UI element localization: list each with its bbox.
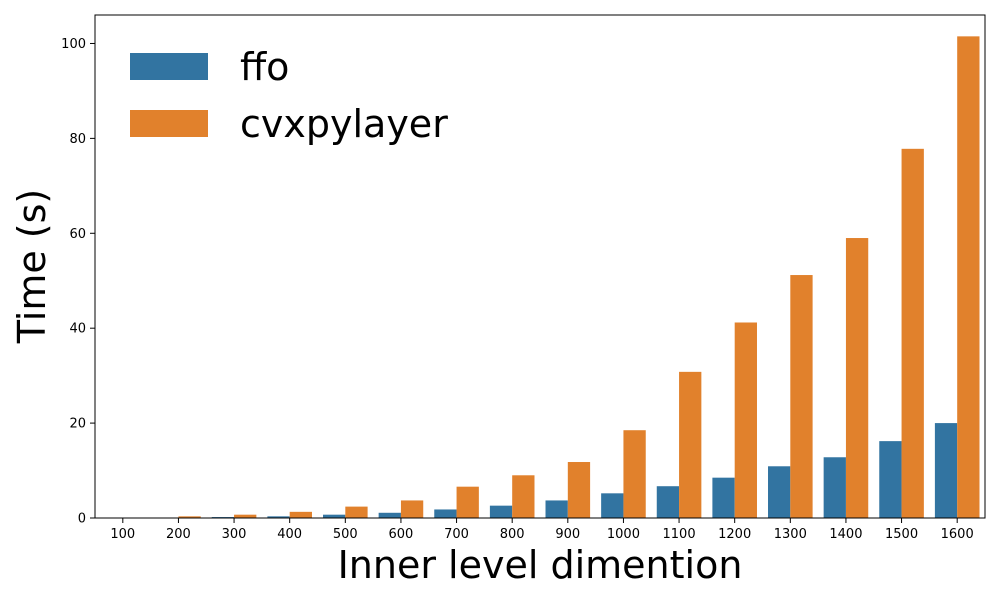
- bar-ffo-900: [545, 500, 568, 518]
- legend-label-ffo: ffo: [240, 45, 289, 89]
- x-axis-ticks: 100 200 300 400 500 600 700 800 900 1000 1100 1200 1…: [110, 518, 974, 542]
- bar-cvxpylayer-600: [400, 500, 424, 518]
- bar-cvxpylayer-700: [456, 486, 479, 518]
- legend-swatch-ffo: [130, 53, 208, 80]
- bar-cvxpylayer-800: [512, 475, 535, 518]
- bar-ffo-1600: [934, 423, 958, 518]
- x-tick-label-1100: 1100: [663, 527, 696, 542]
- bar-cvxpylayer-200: [178, 516, 201, 518]
- bar-cvxpylayer-900: [567, 462, 591, 518]
- bar-cvxpylayer-1400: [845, 238, 869, 518]
- bar-cvxpylayer-500: [345, 506, 368, 518]
- y-tick-label-20: 20: [69, 417, 86, 432]
- x-tick-label-100: 100: [110, 527, 135, 542]
- x-tick-label-1200: 1200: [718, 527, 751, 542]
- plot-frame: [94, 14, 986, 519]
- y-tick-label-40: 40: [69, 322, 86, 337]
- legend-swatch-cvxpylayer: [130, 110, 208, 137]
- y-axis-title: Time (s): [10, 189, 54, 345]
- y-tick-label-100: 100: [61, 37, 86, 52]
- bar-cvxpylayer-300: [234, 514, 257, 518]
- x-tick-label-900: 900: [555, 527, 580, 542]
- x-tick-label-1600: 1600: [941, 527, 974, 542]
- x-tick-label-1300: 1300: [774, 527, 807, 542]
- x-tick-label-200: 200: [166, 527, 191, 542]
- bar-ffo-500: [323, 514, 346, 518]
- legend: ffo cvxpylayer: [130, 45, 448, 146]
- bar-cvxpylayer-1200: [734, 322, 757, 518]
- bar-cvxpylayer-1500: [901, 148, 924, 518]
- bar-ffo-1200: [712, 477, 735, 518]
- bar-ffo-1400: [823, 457, 846, 518]
- x-axis-title: Inner level dimention: [338, 543, 743, 587]
- y-tick-label-0: 0: [78, 512, 86, 527]
- y-axis-ticks: 0 20 40 60 80 100: [61, 37, 95, 527]
- bar-ffo-1500: [879, 441, 902, 518]
- x-tick-label-600: 600: [389, 527, 414, 542]
- x-tick-label-700: 700: [444, 527, 469, 542]
- x-tick-label-1400: 1400: [829, 527, 862, 542]
- bar-cvxpylayer-400: [289, 511, 312, 518]
- bar-ffo-700: [434, 509, 457, 518]
- bar-ffo-1100: [656, 486, 680, 518]
- bar-ffo-400: [267, 516, 290, 518]
- y-tick-label-80: 80: [69, 132, 86, 147]
- x-tick-label-1500: 1500: [885, 527, 918, 542]
- legend-label-cvxpylayer: cvxpylayer: [240, 102, 448, 146]
- bar-ffo-600: [378, 512, 401, 518]
- x-tick-label-300: 300: [222, 527, 247, 542]
- x-tick-label-1000: 1000: [607, 527, 640, 542]
- x-tick-label-800: 800: [500, 527, 525, 542]
- bar-ffo-800: [489, 505, 513, 518]
- x-tick-label-500: 500: [333, 527, 358, 542]
- bars-group: [100, 36, 980, 518]
- bar-cvxpylayer-1100: [679, 371, 702, 518]
- bar-ffo-1000: [601, 493, 624, 518]
- bar-ffo-1300: [768, 466, 791, 518]
- bar-cvxpylayer-1600: [957, 36, 980, 518]
- bar-cvxpylayer-1300: [790, 275, 813, 518]
- x-tick-label-400: 400: [277, 527, 302, 542]
- y-tick-label-60: 60: [69, 227, 86, 242]
- bar-cvxpylayer-1000: [623, 430, 646, 518]
